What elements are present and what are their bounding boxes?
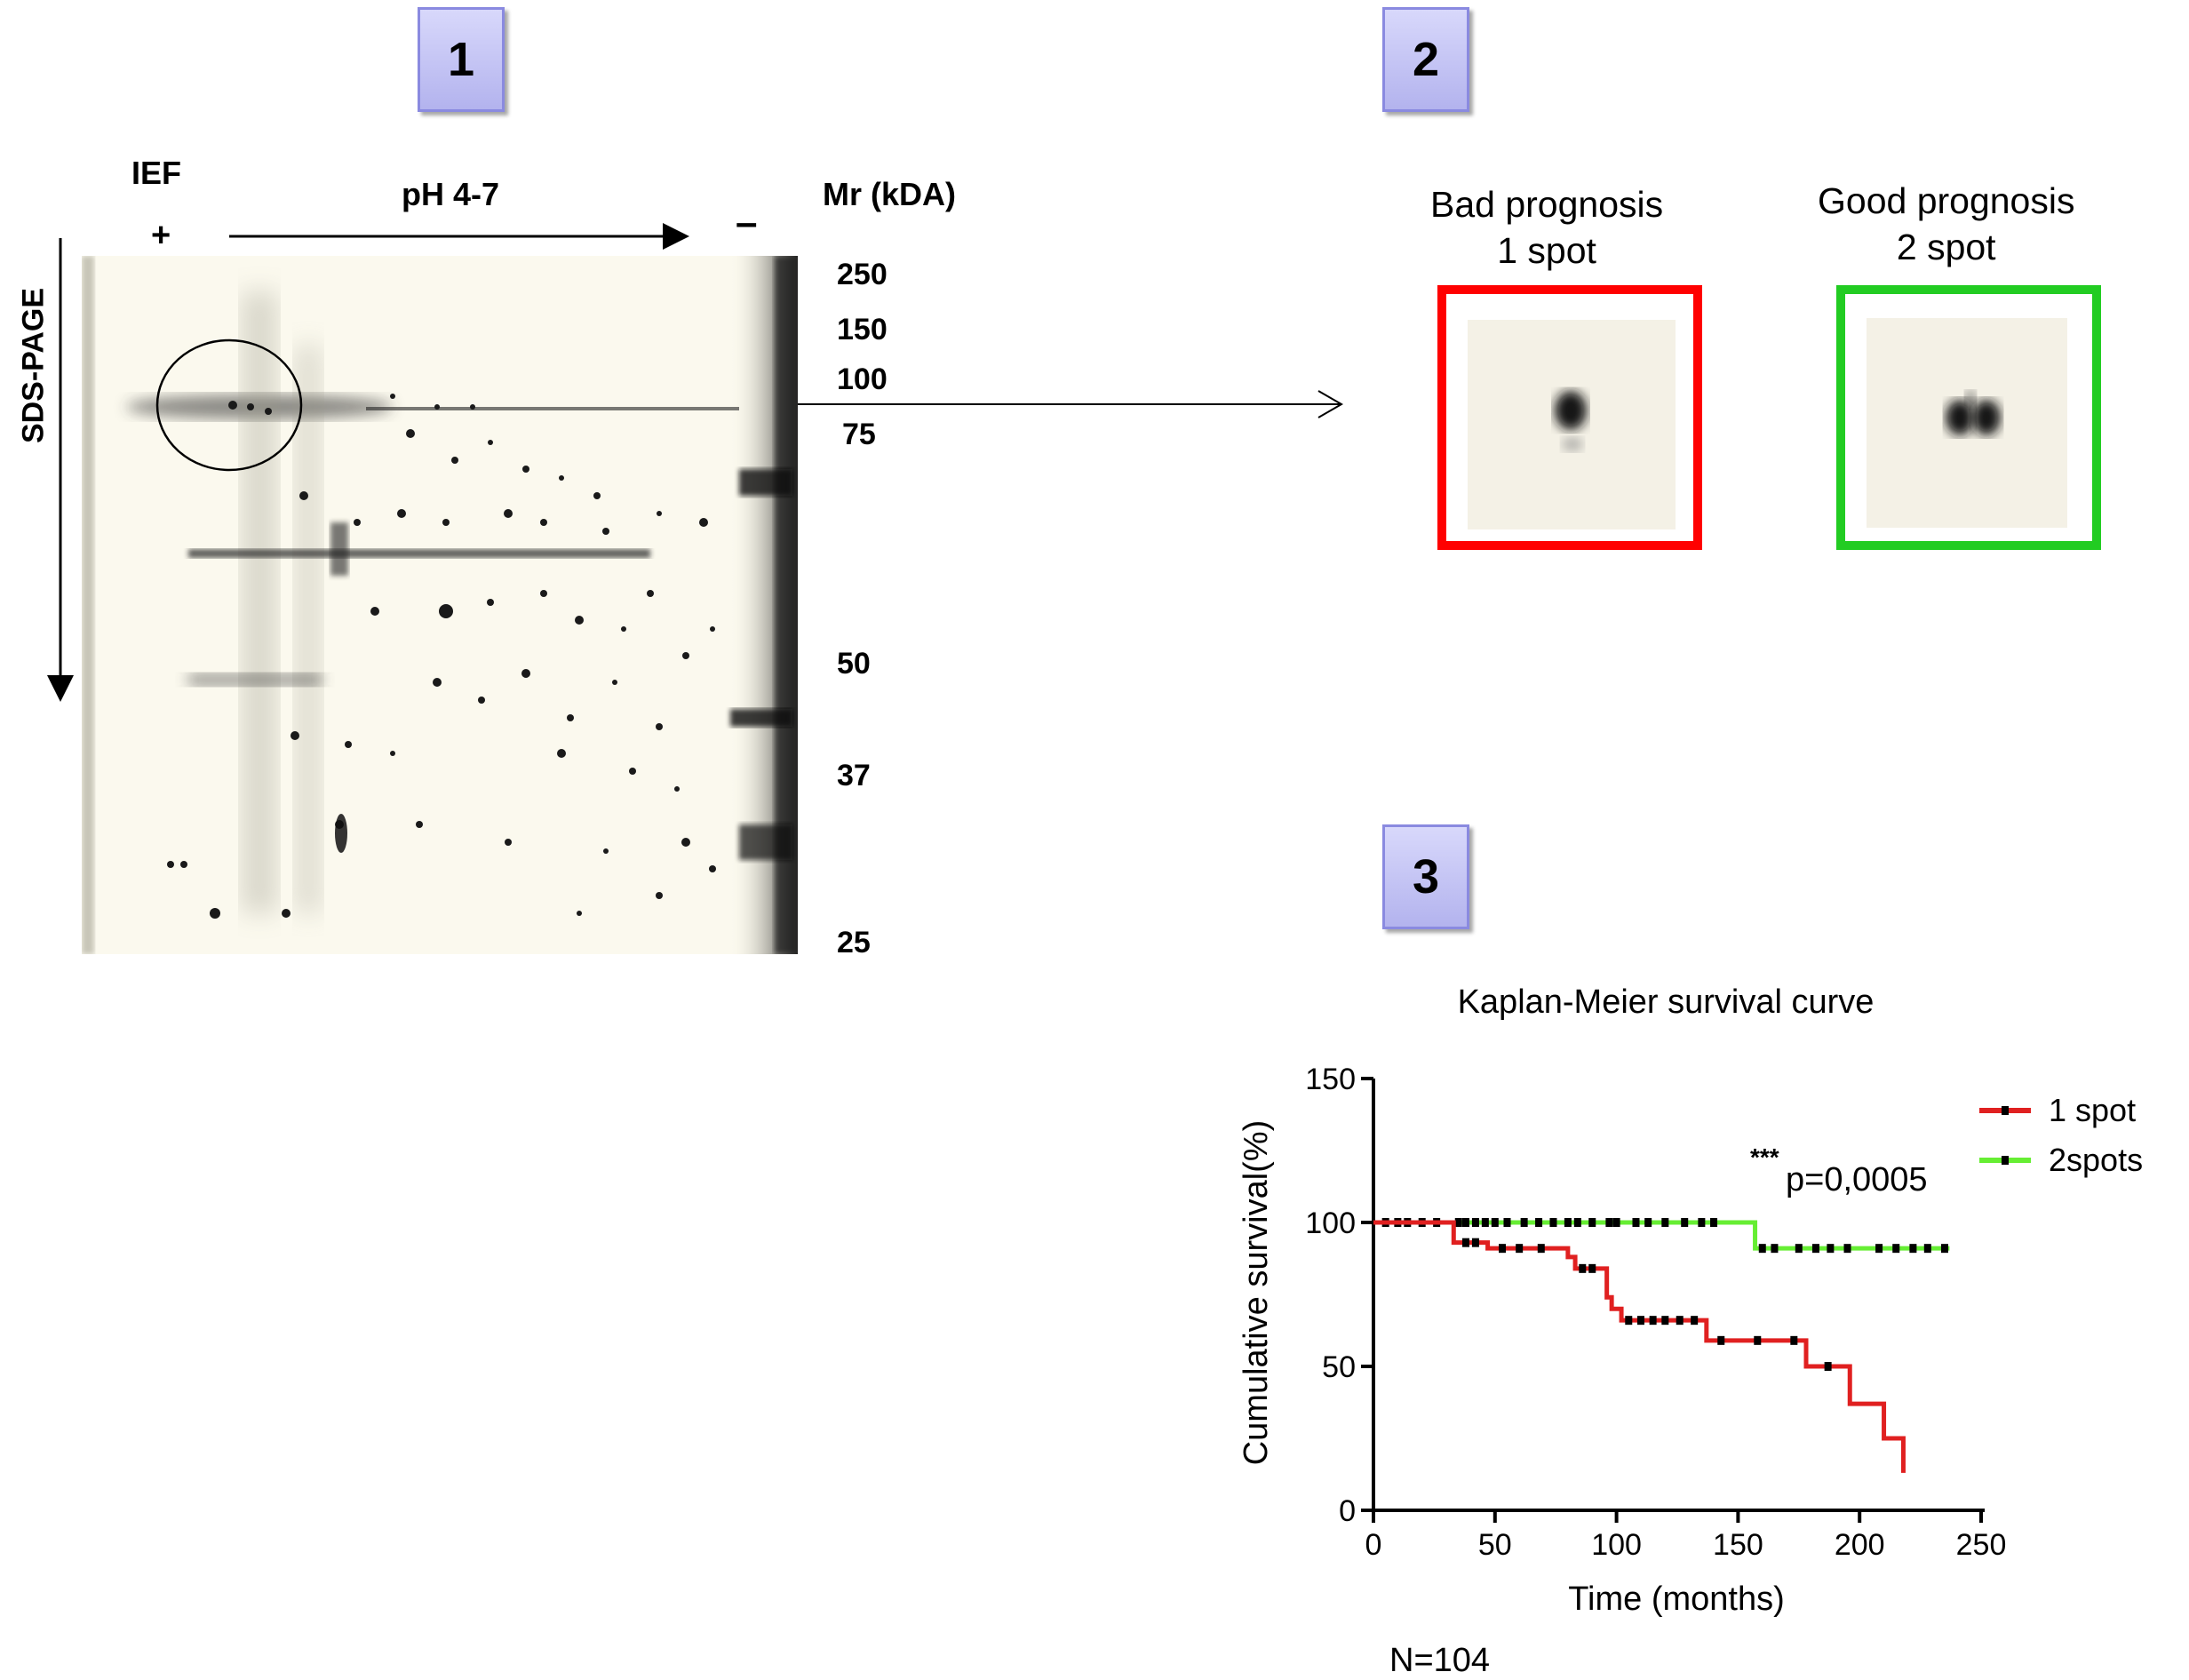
y-axis-label: Cumulative survival(%) — [1238, 1120, 1275, 1466]
good-prognosis-caption: Good prognosis 2 spot — [1818, 178, 2074, 270]
censor-mark — [1644, 1218, 1652, 1227]
panel-number: 3 — [1412, 850, 1440, 904]
censor-mark — [1636, 1316, 1644, 1326]
x-axis-label: Time (months) — [1568, 1580, 1785, 1618]
mw-marker: 37 — [837, 759, 871, 792]
censor-mark — [1923, 1244, 1931, 1254]
x-tick-label: 250 — [1956, 1528, 2007, 1562]
censor-mark — [1516, 1244, 1524, 1254]
y-tick-label: 50 — [1322, 1350, 1356, 1384]
censor-mark — [1588, 1218, 1596, 1227]
y-tick-label: 0 — [1339, 1494, 1356, 1528]
bad-prognosis-sub: 1 spot — [1497, 230, 1596, 271]
censor-mark — [1698, 1218, 1706, 1227]
p-value: p=0,0005 — [1786, 1161, 1928, 1198]
censor-mark — [1710, 1218, 1718, 1227]
censor-mark — [1579, 1263, 1587, 1273]
x-tick-label: 100 — [1591, 1528, 1642, 1562]
censor-mark — [1471, 1218, 1479, 1227]
censor-mark — [1632, 1218, 1640, 1227]
km-chart: Kaplan-Meier survival curve 0 50 100 150 200… — [1238, 983, 2143, 1618]
panel-label-3: 3 — [1382, 824, 1469, 929]
gel-image — [82, 256, 798, 954]
mr-label: Mr (kDA) — [823, 176, 956, 212]
censor-mark — [1454, 1218, 1462, 1227]
series-line-2spots — [1373, 1220, 1950, 1251]
censor-mark — [1754, 1335, 1762, 1345]
y-tick-label: 100 — [1305, 1206, 1356, 1240]
censor-mark — [1771, 1244, 1779, 1254]
mw-marker: 150 — [837, 313, 888, 346]
censor-mark — [1461, 1238, 1469, 1247]
censor-mark — [1471, 1238, 1479, 1247]
censor-mark — [1461, 1218, 1469, 1227]
legend-marker — [2002, 1156, 2009, 1165]
censor-mark — [1940, 1244, 1948, 1254]
mw-marker: 100 — [837, 362, 888, 396]
censor-mark — [1549, 1218, 1557, 1227]
censor-mark — [1758, 1244, 1766, 1254]
censor-mark — [1564, 1218, 1572, 1227]
mw-marker: 25 — [837, 926, 871, 959]
mw-marker: 50 — [837, 647, 871, 681]
mw-marker: 75 — [842, 418, 876, 451]
censor-mark — [1573, 1218, 1581, 1227]
censor-mark — [1875, 1244, 1883, 1254]
censor-mark — [1625, 1316, 1633, 1326]
censor-mark — [1909, 1244, 1917, 1254]
censor-mark — [1481, 1218, 1489, 1227]
chart-title: Kaplan-Meier survival curve — [1458, 983, 1875, 1021]
censor-mark — [1843, 1244, 1851, 1254]
bad-prognosis-title: Bad prognosis — [1430, 184, 1664, 225]
sample-size: N=104 — [1389, 1642, 1491, 1679]
legend-label: 1 spot — [2049, 1092, 2136, 1128]
bad-prognosis-caption: Bad prognosis 1 spot — [1430, 181, 1663, 274]
censor-mark — [1499, 1244, 1507, 1254]
censor-mark — [1588, 1263, 1596, 1273]
connector-arrowhead — [1317, 390, 1344, 418]
censor-mark — [1491, 1218, 1499, 1227]
series-line-1-spot — [1373, 1220, 1906, 1473]
censor-mark — [1661, 1218, 1669, 1227]
good-prognosis-sub: 2 spot — [1896, 227, 1996, 267]
censor-mark — [1824, 1362, 1832, 1371]
x-tick-label: 50 — [1478, 1528, 1512, 1562]
legend-label: 2spots — [2049, 1142, 2143, 1178]
censor-mark — [1503, 1218, 1511, 1227]
panel-number: 2 — [1412, 33, 1440, 86]
censor-mark — [1681, 1218, 1689, 1227]
panel-label-2: 2 — [1382, 7, 1469, 112]
censor-mark — [1649, 1316, 1657, 1326]
censor-mark — [1537, 1244, 1545, 1254]
x-tick-label: 200 — [1835, 1528, 1885, 1562]
censor-mark — [1605, 1218, 1613, 1227]
ph-label: pH 4-7 — [402, 176, 500, 212]
y-tick-label: 150 — [1305, 1063, 1356, 1096]
censor-mark — [1795, 1244, 1803, 1254]
plus-sign: + — [151, 217, 171, 254]
censor-mark — [1612, 1218, 1620, 1227]
censor-mark — [1892, 1244, 1900, 1254]
censor-mark — [1717, 1335, 1725, 1345]
panel-number: 1 — [447, 33, 475, 86]
ief-label: IEF — [131, 155, 182, 191]
censor-mark — [1535, 1218, 1543, 1227]
censor-mark — [1661, 1316, 1669, 1326]
significance-stars: *** — [1750, 1143, 1779, 1171]
x-tick-label: 0 — [1365, 1528, 1382, 1562]
panel-label-1: 1 — [418, 7, 505, 112]
censor-mark — [1811, 1244, 1819, 1254]
x-tick-label: 150 — [1713, 1528, 1763, 1562]
spot-circle — [155, 338, 303, 472]
legend-marker — [2002, 1106, 2009, 1115]
minus-sign: – — [736, 201, 758, 244]
mw-marker: 250 — [837, 258, 888, 291]
censor-mark — [1827, 1244, 1835, 1254]
censor-mark — [1790, 1335, 1798, 1345]
censor-mark — [1691, 1316, 1699, 1326]
good-prognosis-title: Good prognosis — [1818, 180, 2075, 221]
censor-mark — [1676, 1316, 1684, 1326]
censor-mark — [1520, 1218, 1528, 1227]
